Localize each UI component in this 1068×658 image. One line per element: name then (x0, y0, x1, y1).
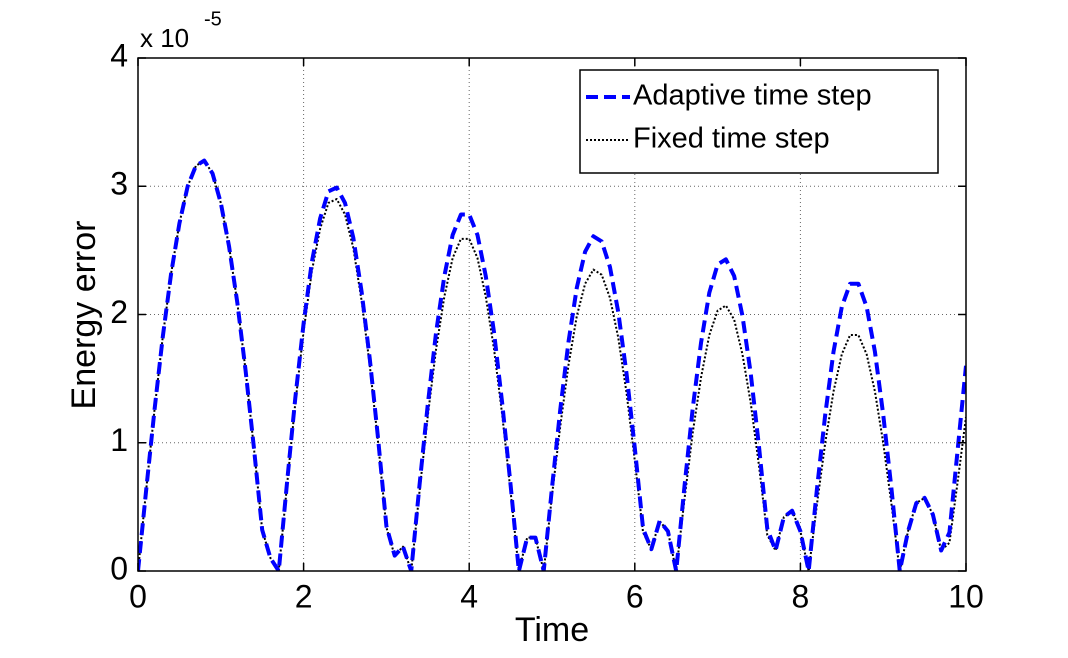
x-tick-label: 0 (129, 578, 147, 614)
x-tick-label: 4 (460, 578, 478, 614)
y-tick-label: 2 (110, 294, 128, 330)
x-tick-label: 2 (295, 578, 313, 614)
y-tick-label: 3 (110, 166, 128, 202)
x-axis-title: Time (515, 611, 589, 649)
legend-label: Adaptive time step (633, 80, 872, 112)
y-tick-label: 0 (110, 550, 128, 586)
x-tick-label: 6 (626, 578, 644, 614)
y-tick-label: 4 (110, 37, 128, 73)
x-tick-label: 8 (792, 578, 810, 614)
y-axis-title: Energy error (65, 221, 103, 410)
lines (138, 158, 966, 571)
ticks: 0 2 4 6 8 10 0 1 2 3 4 (110, 37, 984, 614)
y-multiplier: x 10 (140, 23, 189, 53)
legend-label: Fixed time step (633, 123, 830, 155)
y-exponent: -5 (204, 8, 222, 30)
legend: Adaptive time step Fixed time step (579, 69, 939, 174)
x-tick-label: 10 (948, 578, 984, 614)
legend-box (579, 69, 939, 174)
series-line (138, 158, 966, 571)
y-tick-label: 1 (110, 422, 128, 458)
